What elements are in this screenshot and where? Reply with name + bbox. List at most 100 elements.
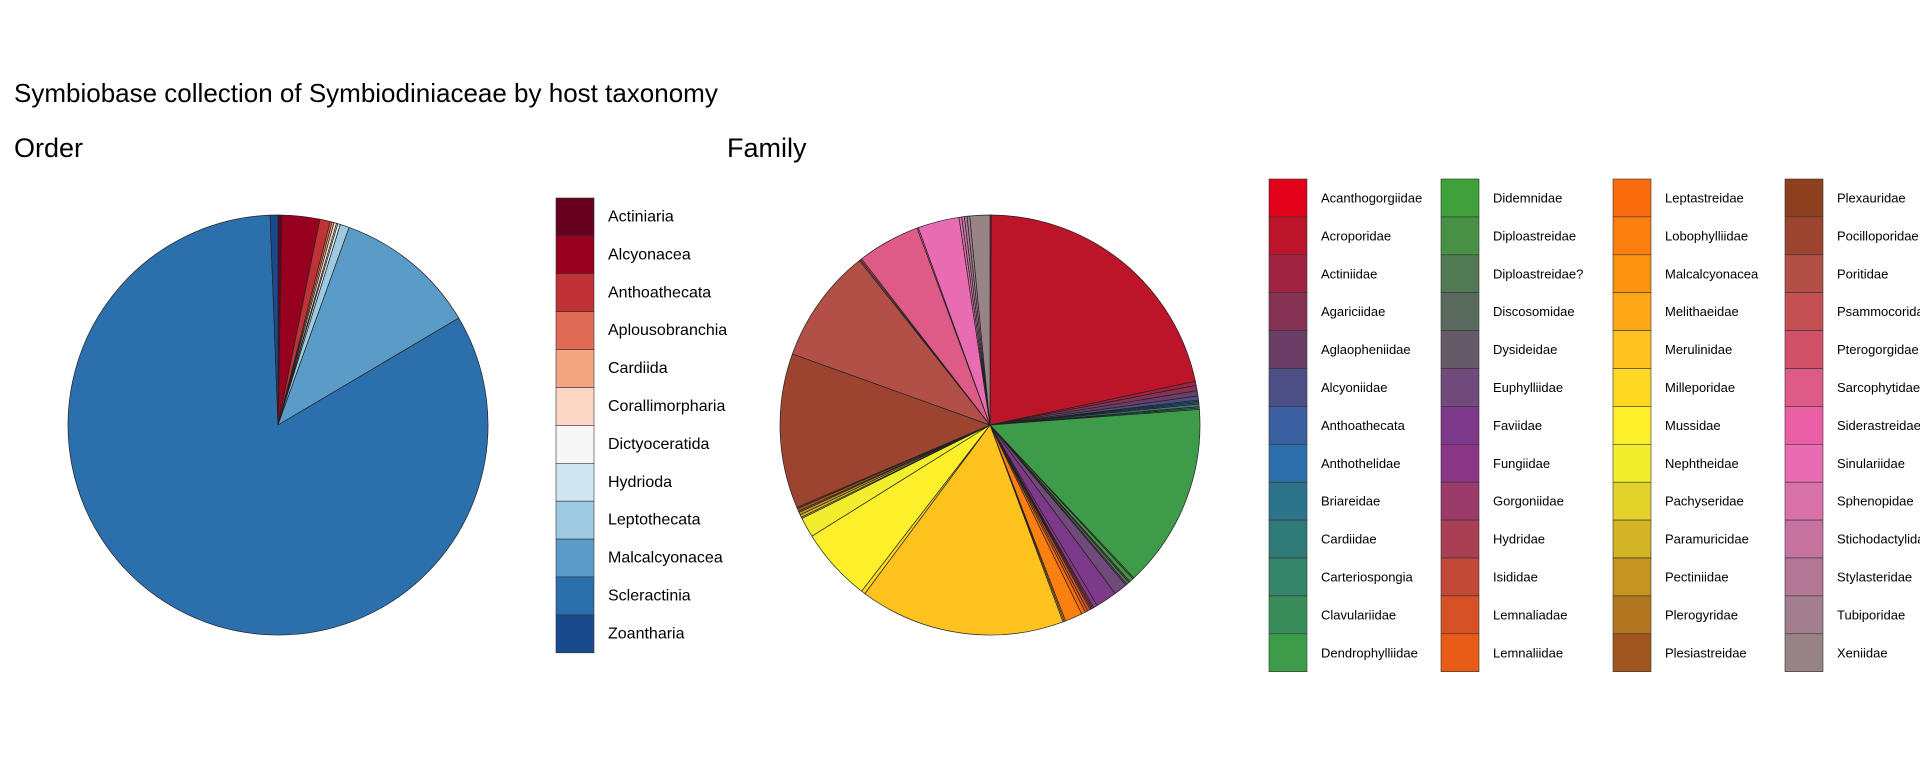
family-legend-label-plesiastreidae: Plesiastreidae bbox=[1665, 645, 1747, 660]
family-legend-key-faviidae bbox=[1440, 406, 1480, 445]
family-legend-key-pocilloporidae bbox=[1784, 216, 1824, 256]
family-slice-pocilloporidae bbox=[779, 353, 991, 508]
family-legend-key-paramuricidae bbox=[1612, 519, 1652, 559]
family-legend-key-anthothelidae bbox=[1268, 443, 1308, 483]
family-legend-label-siderastreidae: Siderastreidae bbox=[1837, 418, 1920, 433]
family-legend-label-mussidae: Mussidae bbox=[1665, 418, 1721, 433]
family-legend-label-malcalcyonacea: Malcalcyonacea bbox=[1665, 266, 1759, 281]
order-slice-scleractinia bbox=[67, 214, 489, 636]
family-legend-key-stichodactylidae bbox=[1784, 519, 1824, 559]
family-legend-key-carteriospongia bbox=[1268, 557, 1308, 597]
family-legend: Acanthogorgiidae Acroporidae Actiniidae Aga… bbox=[1268, 178, 1920, 672]
family-legend-key-pachyseridae bbox=[1612, 481, 1652, 521]
family-legend-key-didemnidae bbox=[1440, 178, 1480, 218]
family-legend-label-sarcophytidae: Sarcophytidae bbox=[1837, 380, 1920, 395]
family-legend-key-sarcophytidae bbox=[1784, 368, 1824, 407]
order-legend-key-aplousobranchia bbox=[555, 311, 595, 350]
family-legend-label-anthoathecata: Anthoathecata bbox=[1321, 418, 1406, 433]
family-legend-label-cardiidae: Cardiidae bbox=[1321, 532, 1377, 547]
family-legend-label-stichodactylidae: Stichodactylidae bbox=[1837, 532, 1920, 547]
family-legend-key-anthoathecata bbox=[1268, 406, 1308, 445]
family-legend-key-plerogyridae bbox=[1612, 595, 1652, 635]
family-legend-label-lobophylliidae: Lobophylliidae bbox=[1665, 228, 1748, 243]
family-legend-key-fungiidae bbox=[1440, 443, 1480, 483]
family-legend-label-pterogorgidae: Pterogorgidae bbox=[1837, 342, 1919, 357]
family-legend-key-pectiniidae bbox=[1612, 557, 1652, 597]
order-legend-label-aplousobranchia: Aplousobranchia bbox=[608, 322, 727, 339]
family-legend-key-merulinidae bbox=[1612, 330, 1652, 369]
family-slice-acroporidae bbox=[989, 214, 1196, 426]
family-legend-key-sphenopidae bbox=[1784, 481, 1824, 521]
family-legend-label-psammocoridae: Psammocoridae bbox=[1837, 304, 1920, 319]
order-legend-label-alcyonacea: Alcyonacea bbox=[608, 246, 691, 263]
family-legend-key-diploastreidae bbox=[1440, 254, 1480, 294]
order-legend-key-cardiida bbox=[555, 349, 595, 388]
family-legend-key-alcyoniidae bbox=[1268, 368, 1308, 407]
order-legend-key-malcalcyonacea bbox=[555, 538, 595, 578]
family-legend-label-plexauridae: Plexauridae bbox=[1837, 190, 1906, 205]
family-legend-key-stylasteridae bbox=[1784, 557, 1824, 597]
family-legend-key-actiniidae bbox=[1268, 254, 1308, 294]
family-legend-label-melithaeidae: Melithaeidae bbox=[1665, 304, 1739, 319]
order-legend-label-dictyoceratida: Dictyoceratida bbox=[608, 436, 709, 453]
family-legend-key-isididae bbox=[1440, 557, 1480, 597]
family-legend-label-xeniidae: Xeniidae bbox=[1837, 645, 1888, 660]
family-legend-key-acroporidae bbox=[1268, 216, 1308, 256]
family-legend-label-actiniidae: Actiniidae bbox=[1321, 266, 1377, 281]
family-legend-label-stylasteridae: Stylasteridae bbox=[1837, 569, 1912, 584]
family-legend-label-euphylliidae: Euphylliidae bbox=[1493, 380, 1563, 395]
family-legend-label-nephtheidae: Nephtheidae bbox=[1665, 456, 1739, 471]
family-slice-dendrophylliidae bbox=[989, 409, 1201, 579]
order-legend-label-hydrioda: Hydrioda bbox=[608, 474, 672, 491]
family-legend-key-discosomidae bbox=[1440, 292, 1480, 331]
family-legend-key-pterogorgidae bbox=[1784, 330, 1824, 369]
order-legend-label-scleractinia: Scleractinia bbox=[608, 587, 691, 604]
family-legend-label-tubiporidae: Tubiporidae bbox=[1837, 607, 1905, 622]
family-legend-label-carteriospongia: Carteriospongia bbox=[1321, 569, 1414, 584]
family-legend-label-clavulariidae: Clavulariidae bbox=[1321, 607, 1396, 622]
family-legend-key-mussidae bbox=[1612, 406, 1652, 445]
order-legend-key-hydrioda bbox=[555, 462, 595, 502]
order-panel-title: Order bbox=[14, 133, 84, 163]
family-legend-label-dysideidae: Dysideidae bbox=[1493, 342, 1557, 357]
family-legend-label-milleporidae: Milleporidae bbox=[1665, 380, 1735, 395]
family-legend-key-leptastreidae bbox=[1612, 178, 1652, 218]
family-slice-merulinidae bbox=[864, 424, 1064, 636]
family-legend-label-isididae: Isididae bbox=[1493, 569, 1538, 584]
family-legend-label-acroporidae: Acroporidae bbox=[1321, 228, 1391, 243]
order-legend-key-corallimorpharia bbox=[555, 387, 595, 426]
order-legend-label-zoantharia: Zoantharia bbox=[608, 625, 685, 642]
order-legend-key-leptothecata bbox=[555, 500, 595, 540]
family-legend-key-siderastreidae bbox=[1784, 406, 1824, 445]
order-legend-label-leptothecata: Leptothecata bbox=[608, 512, 701, 529]
family-panel-title: Family bbox=[727, 133, 807, 163]
order-legend-label-cardiida: Cardiida bbox=[608, 360, 668, 377]
order-legend-key-alcyonacea bbox=[555, 235, 595, 275]
family-legend-label-merulinidae: Merulinidae bbox=[1665, 342, 1732, 357]
family-legend-label-plerogyridae: Plerogyridae bbox=[1665, 607, 1738, 622]
family-legend-key-dysideidae bbox=[1440, 330, 1480, 369]
family-legend-key-diploastreidae bbox=[1440, 216, 1480, 256]
family-legend-key-euphylliidae bbox=[1440, 368, 1480, 407]
order-slice-zoantharia bbox=[269, 214, 279, 426]
order-slice-malcalcyonacea bbox=[277, 226, 460, 426]
family-slice-poritidae bbox=[791, 260, 992, 426]
family-legend-key-briareidae bbox=[1268, 481, 1308, 521]
family-legend-key-melithaeidae bbox=[1612, 292, 1652, 331]
family-legend-key-aglaopheniidae bbox=[1268, 330, 1308, 369]
order-legend-key-scleractinia bbox=[555, 576, 595, 616]
chart-title: Symbiobase collection of Symbiodiniaceae… bbox=[14, 78, 718, 108]
family-legend-label-didemnidae: Didemnidae bbox=[1493, 190, 1562, 205]
family-legend-label-agariciidae: Agariciidae bbox=[1321, 304, 1385, 319]
family-legend-label-lemnaliidae: Lemnaliidae bbox=[1493, 645, 1563, 660]
family-legend-key-psammocoridae bbox=[1784, 292, 1824, 331]
family-legend-key-dendrophylliidae bbox=[1268, 633, 1308, 672]
order-legend-label-anthoathecata: Anthoathecata bbox=[608, 284, 711, 301]
family-legend-label-acanthogorgiidae: Acanthogorgiidae bbox=[1321, 190, 1422, 205]
family-legend-key-lemnaliadae bbox=[1440, 595, 1480, 635]
order-legend-key-zoantharia bbox=[555, 614, 595, 654]
family-legend-label-diploastreidae: Diploastreidae? bbox=[1493, 266, 1583, 281]
family-legend-label-paramuricidae: Paramuricidae bbox=[1665, 532, 1749, 547]
family-legend-key-gorgoniidae bbox=[1440, 481, 1480, 521]
order-pie bbox=[67, 214, 489, 636]
